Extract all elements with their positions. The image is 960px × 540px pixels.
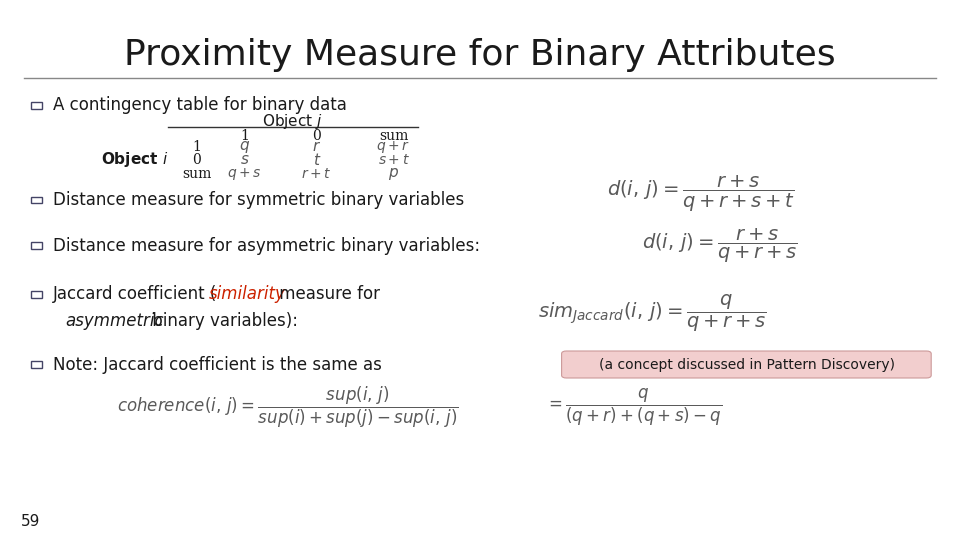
Text: $d(i,\,j) = \dfrac{r+s}{q+r+s+t}$: $d(i,\,j) = \dfrac{r+s}{q+r+s+t}$ (607, 174, 795, 214)
Text: 59: 59 (21, 514, 40, 529)
Text: Jaccard coefficient (: Jaccard coefficient ( (53, 285, 217, 303)
Text: $s$: $s$ (240, 153, 250, 167)
Text: $q+r$: $q+r$ (376, 139, 411, 155)
Text: $t$: $t$ (313, 152, 321, 168)
Text: $s+t$: $s+t$ (377, 153, 410, 167)
Text: asymmetric: asymmetric (65, 312, 164, 330)
Text: (a concept discussed in Pattern Discovery): (a concept discussed in Pattern Discover… (599, 357, 895, 372)
Text: sum: sum (182, 167, 211, 181)
Text: 0: 0 (192, 153, 202, 167)
Text: Distance measure for asymmetric binary variables:: Distance measure for asymmetric binary v… (53, 237, 480, 255)
Text: Note: Jaccard coefficient is the same as: Note: Jaccard coefficient is the same as (53, 355, 382, 374)
Text: binary variables):: binary variables): (147, 312, 298, 330)
Text: 1: 1 (240, 129, 250, 143)
Text: $d(i,\,j) = \dfrac{r+s}{q+r+s}$: $d(i,\,j) = \dfrac{r+s}{q+r+s}$ (642, 227, 798, 265)
Text: 1: 1 (192, 140, 202, 154)
Text: A contingency table for binary data: A contingency table for binary data (53, 96, 347, 114)
Text: sum: sum (379, 129, 408, 143)
Text: $r+t$: $r+t$ (301, 167, 332, 181)
Text: Distance measure for symmetric binary variables: Distance measure for symmetric binary va… (53, 191, 464, 209)
Text: $q$: $q$ (239, 139, 251, 155)
Text: $sim_{Jaccard}(i,\,j) = \dfrac{q}{q+r+s}$: $sim_{Jaccard}(i,\,j) = \dfrac{q}{q+r+s}… (539, 293, 767, 334)
Text: $q+s$: $q+s$ (228, 166, 262, 183)
Text: 0: 0 (312, 129, 322, 143)
Text: Object $i$: Object $i$ (101, 150, 168, 169)
Text: $p$: $p$ (388, 166, 399, 183)
Text: similarity: similarity (209, 285, 286, 303)
Text: $coherence(i,\,j) = \dfrac{sup(i,\,j)}{sup(i)+sup(j)-sup(i,\,j)}$: $coherence(i,\,j) = \dfrac{sup(i,\,j)}{s… (117, 385, 459, 430)
Text: measure for: measure for (274, 285, 379, 303)
Text: Object $j$: Object $j$ (262, 112, 324, 131)
Text: Proximity Measure for Binary Attributes: Proximity Measure for Binary Attributes (124, 38, 836, 72)
Text: $= \dfrac{q}{(q+r)+(q+s)-q}$: $= \dfrac{q}{(q+r)+(q+s)-q}$ (545, 387, 722, 428)
Text: $r$: $r$ (312, 140, 322, 154)
